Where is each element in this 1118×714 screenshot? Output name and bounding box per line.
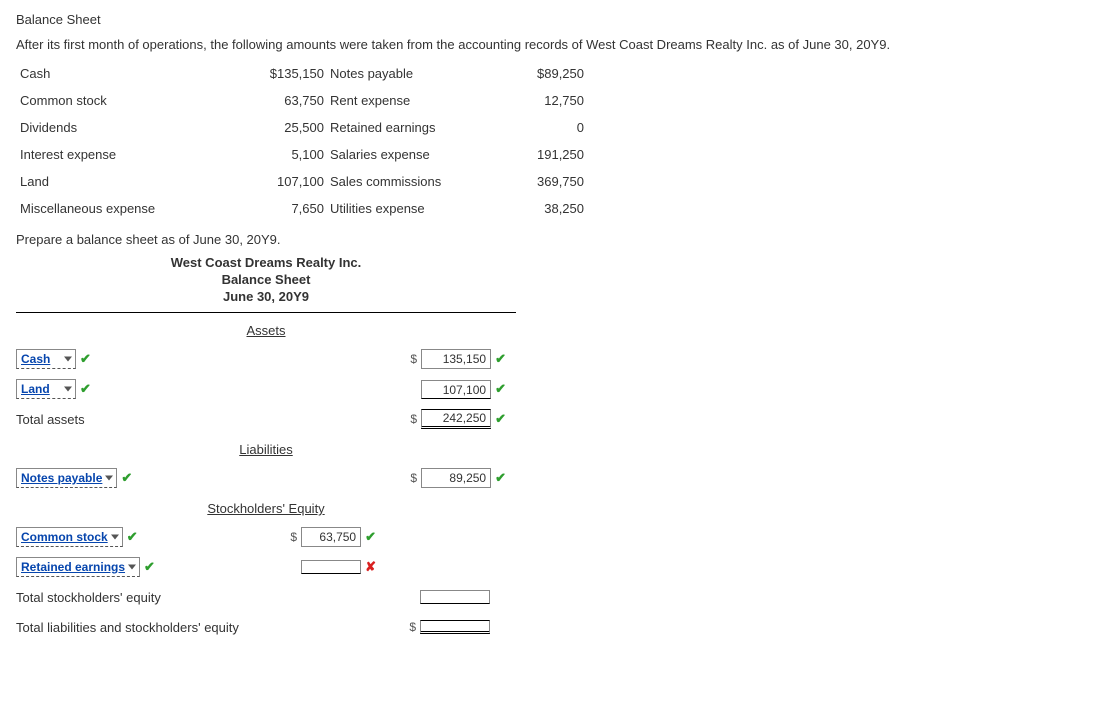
total-liab-eq-input[interactable] <box>420 620 490 634</box>
given-value: 191,250 <box>500 147 590 162</box>
section-liabilities: Liabilities <box>16 442 516 457</box>
dollar-sign: $ <box>410 471 417 485</box>
check-icon: ✔ <box>121 470 132 486</box>
row-retained-earnings: Retained earnings ✔ ✘ <box>16 552 516 582</box>
given-label: Miscellaneous expense <box>20 201 240 216</box>
given-label: Common stock <box>20 93 240 108</box>
given-label: Dividends <box>20 120 240 135</box>
row-total-equity: Total stockholders' equity <box>16 582 516 612</box>
given-data-grid: Cash $135,150 Notes payable $89,250 Comm… <box>20 66 1102 216</box>
total-liab-eq-label: Total liabilities and stockholders' equi… <box>16 620 246 635</box>
common-stock-dropdown[interactable]: Common stock <box>16 527 123 547</box>
prepare-instruction: Prepare a balance sheet as of June 30, 2… <box>16 232 1102 247</box>
row-cash: Cash ✔ $ 135,150 ✔ <box>16 344 516 374</box>
given-label: Salaries expense <box>330 147 500 162</box>
given-label: Rent expense <box>330 93 500 108</box>
given-value: $135,150 <box>240 66 330 81</box>
given-label: Interest expense <box>20 147 240 162</box>
notes-payable-input[interactable]: 89,250 <box>421 468 491 488</box>
section-equity: Stockholders' Equity <box>16 501 516 516</box>
check-icon: ✔ <box>144 559 155 575</box>
dollar-sign: $ <box>410 352 417 366</box>
company-name: West Coast Dreams Realty Inc. <box>16 255 516 270</box>
cash-input[interactable]: 135,150 <box>421 349 491 369</box>
land-dropdown[interactable]: Land <box>16 379 76 399</box>
statement-name: Balance Sheet <box>16 272 516 287</box>
dollar-sign: $ <box>409 620 416 634</box>
retained-earnings-dropdown[interactable]: Retained earnings <box>16 557 140 577</box>
given-label: Cash <box>20 66 240 81</box>
given-value: 5,100 <box>240 147 330 162</box>
statement-date: June 30, 20Y9 <box>16 289 516 304</box>
row-total-liab-equity: Total liabilities and stockholders' equi… <box>16 612 516 642</box>
check-icon: ✔ <box>80 381 91 397</box>
given-value: 12,750 <box>500 93 590 108</box>
worksheet: West Coast Dreams Realty Inc. Balance Sh… <box>16 255 516 642</box>
given-value: 7,650 <box>240 201 330 216</box>
total-assets-input[interactable]: 242,250 <box>421 409 491 429</box>
intro-text: After its first month of operations, the… <box>16 37 1102 52</box>
section-assets: Assets <box>16 323 516 338</box>
given-value: 63,750 <box>240 93 330 108</box>
row-common-stock: Common stock ✔ $ 63,750 ✔ <box>16 522 516 552</box>
given-label: Notes payable <box>330 66 500 81</box>
cross-icon: ✘ <box>365 559 376 575</box>
worksheet-header: West Coast Dreams Realty Inc. Balance Sh… <box>16 255 516 313</box>
check-icon: ✔ <box>495 411 506 427</box>
given-value: 25,500 <box>240 120 330 135</box>
given-value: 38,250 <box>500 201 590 216</box>
given-label: Sales commissions <box>330 174 500 189</box>
common-stock-input[interactable]: 63,750 <box>301 527 361 547</box>
given-value: 107,100 <box>240 174 330 189</box>
total-equity-label: Total stockholders' equity <box>16 590 246 605</box>
check-icon: ✔ <box>365 529 376 545</box>
row-notes-payable: Notes payable ✔ $ 89,250 ✔ <box>16 463 516 493</box>
given-label: Land <box>20 174 240 189</box>
row-total-assets: Total assets $ 242,250 ✔ <box>16 404 516 434</box>
dollar-sign: $ <box>290 530 297 544</box>
check-icon: ✔ <box>495 351 506 367</box>
check-icon: ✔ <box>80 351 91 367</box>
total-assets-label: Total assets <box>16 412 246 427</box>
total-equity-input[interactable] <box>420 590 490 604</box>
given-label: Retained earnings <box>330 120 500 135</box>
check-icon: ✔ <box>495 381 506 397</box>
check-icon: ✔ <box>127 529 138 545</box>
notes-payable-dropdown[interactable]: Notes payable <box>16 468 117 488</box>
given-value: $89,250 <box>500 66 590 81</box>
dollar-sign: $ <box>410 412 417 426</box>
given-value: 369,750 <box>500 174 590 189</box>
given-value: 0 <box>500 120 590 135</box>
page-title: Balance Sheet <box>16 12 1102 27</box>
land-input[interactable]: 107,100 <box>421 380 491 399</box>
cash-dropdown[interactable]: Cash <box>16 349 76 369</box>
given-label: Utilities expense <box>330 201 500 216</box>
check-icon: ✔ <box>495 470 506 486</box>
row-land: Land ✔ 107,100 ✔ <box>16 374 516 404</box>
retained-earnings-input[interactable] <box>301 560 361 574</box>
